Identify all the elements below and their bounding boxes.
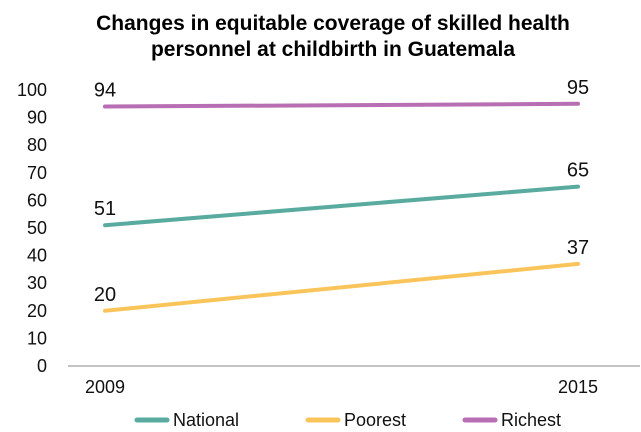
y-axis: 0 10 20 30 40 50 60 70 80 90 100: [17, 80, 47, 376]
legend-label-richest: Richest: [501, 410, 561, 430]
y-tick-label: 100: [17, 80, 47, 100]
data-label-poorest: 20: [94, 284, 116, 306]
series-line-national: [103, 184, 580, 228]
data-label-richest: 94: [94, 80, 116, 102]
x-axis: 2009 2015: [68, 365, 640, 397]
series-line-poorest: [103, 261, 580, 313]
y-tick-label: 10: [27, 328, 47, 348]
y-tick-label: 0: [37, 356, 47, 376]
data-label-national: 51: [94, 198, 116, 220]
y-tick-label: 30: [27, 273, 47, 293]
chart-title-line-1: Changes in equitable coverage of skilled…: [96, 12, 570, 35]
y-tick-label: 20: [27, 301, 47, 321]
x-tick-label: 2015: [558, 377, 598, 397]
y-tick-label: 80: [27, 135, 47, 155]
data-label-poorest: 37: [567, 237, 589, 259]
x-tick-label: 2009: [85, 377, 125, 397]
series-line-richest: [103, 101, 580, 109]
y-tick-label: 70: [27, 163, 47, 183]
chart-title-line-2: personnel at childbirth in Guatemala: [151, 38, 515, 61]
y-tick-label: 40: [27, 246, 47, 266]
y-tick-label: 90: [27, 108, 47, 128]
legend-label-national: National: [173, 410, 239, 430]
data-label-richest: 95: [567, 77, 589, 99]
data-label-national: 65: [567, 160, 589, 182]
y-tick-label: 60: [27, 190, 47, 210]
legend-label-poorest: Poorest: [344, 410, 406, 430]
y-tick-label: 50: [27, 218, 47, 238]
series-layer: 51 65 20 37 94 95: [94, 77, 589, 313]
legend: National Poorest Richest: [134, 410, 561, 430]
